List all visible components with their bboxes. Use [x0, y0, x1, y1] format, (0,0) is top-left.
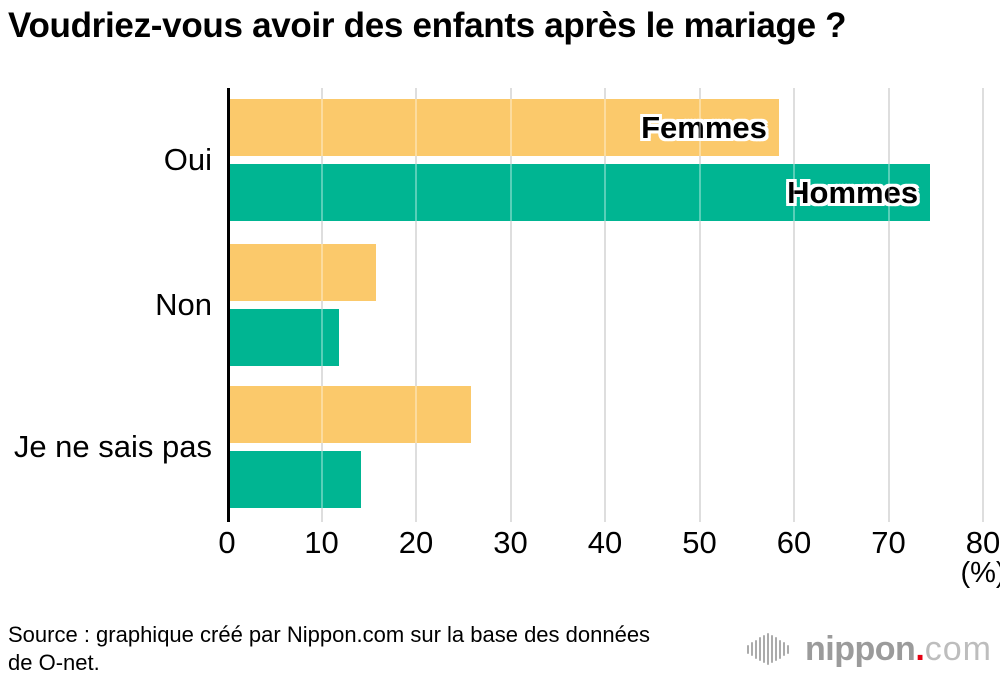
- plot-area: Femmes Hommes: [227, 88, 984, 522]
- x-tick-label: 10: [304, 525, 339, 560]
- bar-hommes-2: [230, 451, 362, 508]
- x-tick-label: 50: [682, 525, 717, 560]
- logo-name: nippon: [805, 630, 916, 668]
- x-axis-unit-label: (%): [960, 557, 1000, 589]
- gridline: [793, 88, 795, 522]
- x-tick-label: 70: [871, 525, 906, 560]
- gridline-overlay: [509, 88, 512, 522]
- bar-femmes-1: [230, 244, 377, 301]
- gridline: [509, 88, 512, 522]
- gridline-overlay: [793, 88, 795, 522]
- bar-femmes-2: [230, 386, 471, 443]
- x-tick-label: 40: [587, 525, 623, 560]
- nippon-logo: nippon.com: [747, 628, 992, 670]
- logo-tld: com: [924, 630, 992, 668]
- gridline: [698, 88, 701, 522]
- chart-title: Voudriez-vous avoir des enfants après le…: [8, 6, 847, 45]
- gridline: [982, 88, 984, 522]
- series-label-femmes: Femmes: [641, 110, 767, 145]
- gridline: [604, 88, 606, 522]
- gridline: [415, 88, 417, 522]
- bar-hommes-1: [230, 309, 339, 366]
- category-label-0: Oui: [163, 142, 212, 177]
- bar-femmes-0: Femmes: [230, 99, 779, 156]
- nippon-logo-text: nippon.com: [805, 630, 992, 668]
- logo-dot: .: [915, 630, 925, 668]
- gridline-overlay: [320, 88, 323, 522]
- bar-hommes-0: Hommes: [230, 164, 931, 221]
- category-label-2: Je ne sais pas: [13, 429, 212, 464]
- x-tick-label: 80: [965, 525, 1000, 560]
- soundwave-bars-icon: [747, 631, 791, 667]
- gridline-overlay: [698, 88, 701, 522]
- gridline-overlay: [887, 88, 890, 522]
- source-note: Source : graphique créé par Nippon.com s…: [8, 621, 748, 677]
- gridline-overlay: [415, 88, 417, 522]
- source-line-1: Source : graphique créé par Nippon.com s…: [8, 622, 651, 647]
- gridline: [887, 88, 890, 522]
- gridline-overlay: [982, 88, 984, 522]
- x-tick-label: 30: [493, 525, 528, 560]
- category-label-1: Non: [155, 287, 212, 322]
- series-label-hommes: Hommes: [787, 175, 919, 210]
- gridline: [320, 88, 323, 522]
- x-tick-label: 0: [218, 525, 236, 560]
- x-tick-label: 20: [398, 525, 434, 560]
- source-line-2: de O-net.: [8, 650, 100, 675]
- gridline-overlay: [604, 88, 606, 522]
- y-axis-line: [227, 88, 230, 522]
- x-tick-label: 60: [776, 525, 812, 560]
